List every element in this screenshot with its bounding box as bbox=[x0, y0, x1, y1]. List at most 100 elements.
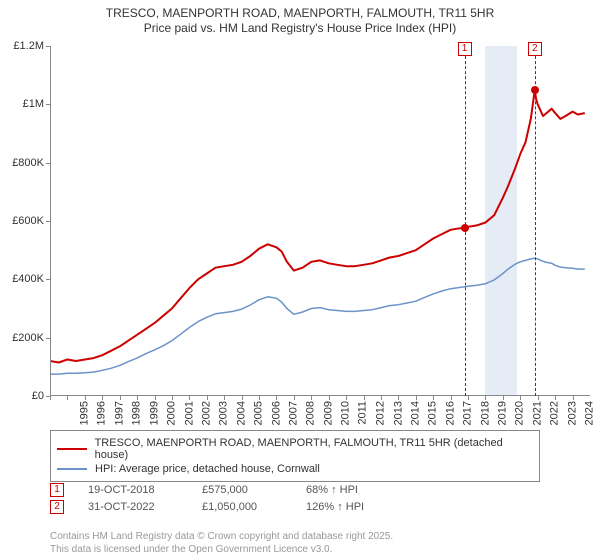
x-tick bbox=[346, 396, 347, 400]
x-tick-label: 2005 bbox=[253, 401, 265, 425]
sale-vline bbox=[465, 46, 466, 396]
x-tick-label: 2017 bbox=[462, 401, 474, 425]
x-tick-label: 2024 bbox=[584, 401, 596, 425]
x-tick-label: 2022 bbox=[549, 401, 561, 425]
sale-dot bbox=[461, 224, 469, 232]
y-tick-label: £600K bbox=[12, 215, 44, 227]
x-tick bbox=[242, 396, 243, 400]
y-tick-label: £1M bbox=[23, 98, 44, 110]
y-tick bbox=[46, 338, 50, 339]
chart-title: TRESCO, MAENPORTH ROAD, MAENPORTH, FALMO… bbox=[0, 0, 600, 35]
sale-vs-hpi: 126% ↑ HPI bbox=[306, 501, 364, 513]
legend: TRESCO, MAENPORTH ROAD, MAENPORTH, FALMO… bbox=[50, 430, 540, 482]
sale-index-box: 2 bbox=[50, 500, 64, 514]
x-tick bbox=[520, 396, 521, 400]
footer-line-1: Contains HM Land Registry data © Crown c… bbox=[50, 531, 393, 544]
x-tick-label: 2016 bbox=[444, 401, 456, 425]
legend-swatch bbox=[57, 448, 87, 450]
x-tick bbox=[67, 396, 68, 400]
x-tick bbox=[433, 396, 434, 400]
x-tick-label: 2001 bbox=[183, 401, 195, 425]
sale-row: 119-OCT-2018£575,00068% ↑ HPI bbox=[50, 483, 540, 497]
title-line-2: Price paid vs. HM Land Registry's House … bbox=[0, 21, 600, 35]
y-tick-label: £800K bbox=[12, 157, 44, 169]
x-tick bbox=[398, 396, 399, 400]
series-price_paid bbox=[50, 90, 585, 363]
x-tick-label: 2018 bbox=[479, 401, 491, 425]
title-line-1: TRESCO, MAENPORTH ROAD, MAENPORTH, FALMO… bbox=[0, 6, 600, 20]
y-tick bbox=[46, 279, 50, 280]
x-tick-label: 2007 bbox=[288, 401, 300, 425]
x-tick bbox=[259, 396, 260, 400]
x-tick-label: 2002 bbox=[200, 401, 212, 425]
sale-marker: 1 bbox=[458, 42, 472, 56]
x-tick-label: 2004 bbox=[235, 401, 247, 425]
y-axis bbox=[50, 46, 51, 396]
y-tick-label: £200K bbox=[12, 332, 44, 344]
x-tick bbox=[294, 396, 295, 400]
sale-date: 19-OCT-2018 bbox=[88, 484, 178, 496]
x-tick-label: 2021 bbox=[531, 401, 543, 425]
chart-svg bbox=[50, 46, 590, 396]
x-tick-label: 2023 bbox=[566, 401, 578, 425]
y-tick bbox=[46, 104, 50, 105]
x-tick bbox=[381, 396, 382, 400]
x-tick-label: 2006 bbox=[270, 401, 282, 425]
x-tick bbox=[50, 396, 51, 400]
x-tick bbox=[364, 396, 365, 400]
x-tick bbox=[538, 396, 539, 400]
sale-price: £1,050,000 bbox=[202, 501, 282, 513]
x-tick-label: 2020 bbox=[514, 401, 526, 425]
x-tick bbox=[503, 396, 504, 400]
x-tick bbox=[451, 396, 452, 400]
x-tick bbox=[102, 396, 103, 400]
y-tick bbox=[46, 221, 50, 222]
x-tick bbox=[207, 396, 208, 400]
footer-attribution: Contains HM Land Registry data © Crown c… bbox=[50, 531, 393, 556]
sales-annotations: 119-OCT-2018£575,00068% ↑ HPI231-OCT-202… bbox=[50, 480, 540, 517]
x-tick-label: 1996 bbox=[96, 401, 108, 425]
sale-index-box: 1 bbox=[50, 483, 64, 497]
sale-date: 31-OCT-2022 bbox=[88, 501, 178, 513]
x-tick bbox=[276, 396, 277, 400]
x-tick bbox=[311, 396, 312, 400]
x-tick bbox=[120, 396, 121, 400]
x-tick-label: 2019 bbox=[497, 401, 509, 425]
sale-marker: 2 bbox=[528, 42, 542, 56]
x-tick-label: 1999 bbox=[148, 401, 160, 425]
legend-label: HPI: Average price, detached house, Corn… bbox=[95, 463, 320, 475]
legend-row: TRESCO, MAENPORTH ROAD, MAENPORTH, FALMO… bbox=[57, 437, 533, 461]
x-tick bbox=[468, 396, 469, 400]
sale-row: 2 31-OCT-2022 £1,050,000 126% ↑ HPI bbox=[50, 500, 540, 514]
sale-dot bbox=[531, 86, 539, 94]
x-tick-label: 1997 bbox=[113, 401, 125, 425]
x-tick bbox=[189, 396, 190, 400]
x-tick bbox=[555, 396, 556, 400]
legend-label: TRESCO, MAENPORTH ROAD, MAENPORTH, FALMO… bbox=[95, 437, 533, 461]
x-tick bbox=[485, 396, 486, 400]
legend-swatch bbox=[57, 468, 87, 470]
x-tick-label: 2000 bbox=[166, 401, 178, 425]
x-axis bbox=[50, 395, 590, 396]
x-tick-label: 2010 bbox=[340, 401, 352, 425]
x-tick bbox=[329, 396, 330, 400]
y-tick-label: £1.2M bbox=[13, 40, 44, 52]
sale-price: £575,000 bbox=[202, 484, 282, 496]
x-tick bbox=[224, 396, 225, 400]
y-tick bbox=[46, 46, 50, 47]
x-tick-label: 2003 bbox=[218, 401, 230, 425]
x-tick bbox=[85, 396, 86, 400]
x-tick-label: 2009 bbox=[322, 401, 334, 425]
y-tick bbox=[46, 163, 50, 164]
y-tick-label: £0 bbox=[32, 390, 44, 402]
sale-vline bbox=[535, 46, 536, 396]
x-tick bbox=[137, 396, 138, 400]
y-tick-label: £400K bbox=[12, 273, 44, 285]
legend-row: HPI: Average price, detached house, Corn… bbox=[57, 463, 533, 475]
x-tick-label: 2015 bbox=[427, 401, 439, 425]
plot-area: £0£200K£400K£600K£800K£1M£1.2M1995199619… bbox=[50, 46, 590, 396]
chart-area: £0£200K£400K£600K£800K£1M£1.2M1995199619… bbox=[50, 46, 590, 396]
x-tick bbox=[573, 396, 574, 400]
footer-line-2: This data is licensed under the Open Gov… bbox=[50, 544, 393, 557]
x-tick-label: 2012 bbox=[375, 401, 387, 425]
